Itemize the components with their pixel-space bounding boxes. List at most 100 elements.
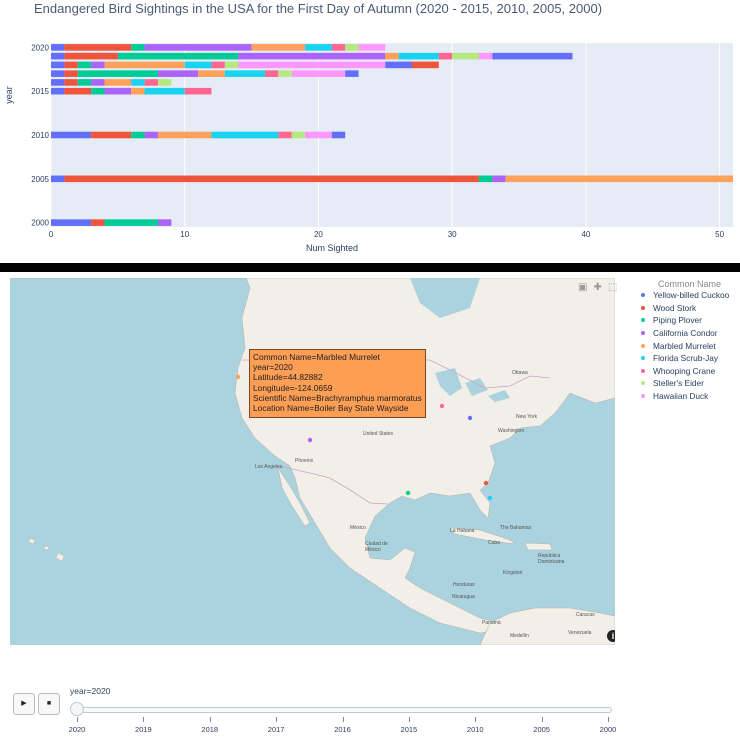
- bar-segment[interactable]: [278, 131, 292, 139]
- bar-segment[interactable]: [157, 79, 172, 86]
- bar-segment[interactable]: [224, 61, 239, 69]
- slider-track[interactable]: [74, 707, 612, 713]
- bar-segment[interactable]: [51, 131, 92, 139]
- bar-segment[interactable]: [492, 52, 573, 60]
- pan-icon[interactable]: ✚: [593, 282, 602, 293]
- bar-segment[interactable]: [345, 44, 359, 51]
- bar-segment[interactable]: [51, 87, 65, 95]
- bar-segment[interactable]: [131, 87, 145, 95]
- bar-segment[interactable]: [492, 175, 506, 183]
- bar-segment[interactable]: [64, 61, 78, 69]
- bar-segment[interactable]: [398, 52, 439, 60]
- map-point[interactable]: [467, 415, 473, 421]
- bar-segment[interactable]: [385, 61, 413, 69]
- map-point[interactable]: [307, 437, 313, 443]
- slider-step-label[interactable]: 2005: [533, 725, 550, 734]
- bar-segment[interactable]: [51, 70, 65, 77]
- bar-segment[interactable]: [131, 44, 145, 51]
- bar-segment[interactable]: [278, 70, 292, 77]
- bar-segment[interactable]: [64, 87, 92, 95]
- bar-segment[interactable]: [305, 131, 332, 139]
- bar-segment[interactable]: [157, 219, 172, 226]
- bar-segment[interactable]: [51, 79, 65, 86]
- legend-item[interactable]: Steller's Eider: [630, 377, 740, 390]
- bar-segment[interactable]: [144, 131, 158, 139]
- bar-segment[interactable]: [91, 87, 105, 95]
- bar-segment[interactable]: [184, 87, 212, 95]
- play-button[interactable]: ▶: [13, 693, 35, 715]
- bar-segment[interactable]: [438, 52, 453, 60]
- bar-segment[interactable]: [144, 44, 252, 51]
- slider-handle[interactable]: [70, 702, 84, 716]
- bar-segment[interactable]: [238, 61, 386, 69]
- bar-segment[interactable]: [104, 61, 185, 69]
- bar-segment[interactable]: [211, 131, 279, 139]
- bar-segment[interactable]: [251, 44, 306, 51]
- bar-segment[interactable]: [51, 44, 65, 51]
- bar-segment[interactable]: [117, 52, 239, 60]
- bar-segment[interactable]: [157, 131, 212, 139]
- bar-segment[interactable]: [358, 44, 386, 51]
- bar-segment[interactable]: [64, 175, 479, 183]
- bar-segment[interactable]: [157, 70, 199, 77]
- bar-segment[interactable]: [452, 52, 479, 60]
- bar-segment[interactable]: [64, 79, 78, 86]
- bar-segment[interactable]: [91, 61, 105, 69]
- slider-step-label[interactable]: 2015: [400, 725, 418, 734]
- bar-segment[interactable]: [291, 131, 306, 139]
- legend-item[interactable]: Wood Stork: [630, 302, 740, 315]
- camera-icon[interactable]: ▣: [578, 282, 588, 293]
- bar-segment[interactable]: [104, 79, 132, 86]
- bar-segment[interactable]: [131, 131, 145, 139]
- bar-segment[interactable]: [385, 52, 399, 60]
- bar-segment[interactable]: [184, 61, 212, 69]
- map-point[interactable]: [487, 495, 493, 501]
- bar-segment[interactable]: [51, 61, 65, 69]
- legend-item[interactable]: Piping Plover: [630, 314, 740, 327]
- bar-segment[interactable]: [77, 70, 158, 77]
- legend-item[interactable]: Whooping Crane: [630, 365, 740, 378]
- bar-segment[interactable]: [331, 131, 346, 139]
- bar-segment[interactable]: [478, 52, 493, 60]
- bar-segment[interactable]: [345, 70, 359, 77]
- map-point[interactable]: [235, 374, 241, 380]
- bar-segment[interactable]: [51, 52, 65, 60]
- bar-segment[interactable]: [131, 79, 145, 86]
- bar-segment[interactable]: [505, 175, 733, 183]
- bar-segment[interactable]: [144, 87, 185, 95]
- legend-item[interactable]: Hawaiian Duck: [630, 390, 740, 403]
- bar-segment[interactable]: [77, 61, 92, 69]
- legend-item[interactable]: California Condor: [630, 327, 740, 340]
- bar-segment[interactable]: [91, 131, 132, 139]
- bar-segment[interactable]: [331, 44, 346, 51]
- bar-segment[interactable]: [478, 175, 493, 183]
- bar-segment[interactable]: [64, 52, 118, 60]
- bar-segment[interactable]: [51, 175, 65, 183]
- legend-item[interactable]: Florida Scrub-Jay: [630, 352, 740, 365]
- slider-step-label[interactable]: 2000: [599, 725, 617, 734]
- bar-segment[interactable]: [238, 52, 386, 60]
- map-view[interactable]: Ottawa New York Washington United States…: [10, 278, 615, 645]
- slider-step-label[interactable]: 2020: [68, 725, 86, 734]
- map-point[interactable]: [439, 403, 445, 409]
- bar-segment[interactable]: [264, 70, 279, 77]
- bar-segment[interactable]: [77, 79, 92, 86]
- bar-segment[interactable]: [291, 70, 346, 77]
- bar-segment[interactable]: [412, 61, 439, 69]
- map-point[interactable]: [483, 480, 489, 486]
- map-point[interactable]: [405, 490, 411, 496]
- slider-step-label[interactable]: 2010: [466, 725, 484, 734]
- bar-segment[interactable]: [211, 61, 225, 69]
- slider-step-label[interactable]: 2017: [267, 725, 285, 734]
- bar-segment[interactable]: [91, 219, 105, 226]
- bar-segment[interactable]: [51, 219, 92, 226]
- slider-step-label[interactable]: 2016: [334, 725, 351, 734]
- info-icon[interactable]: i: [607, 630, 615, 642]
- bar-segment[interactable]: [104, 219, 158, 226]
- box-select-icon[interactable]: ⬚: [607, 282, 618, 293]
- legend-item[interactable]: Marbled Murrelet: [630, 339, 740, 352]
- bar-segment[interactable]: [305, 44, 332, 51]
- bar-segment[interactable]: [198, 70, 225, 77]
- bar-segment[interactable]: [64, 70, 78, 77]
- bar-segment[interactable]: [224, 70, 265, 77]
